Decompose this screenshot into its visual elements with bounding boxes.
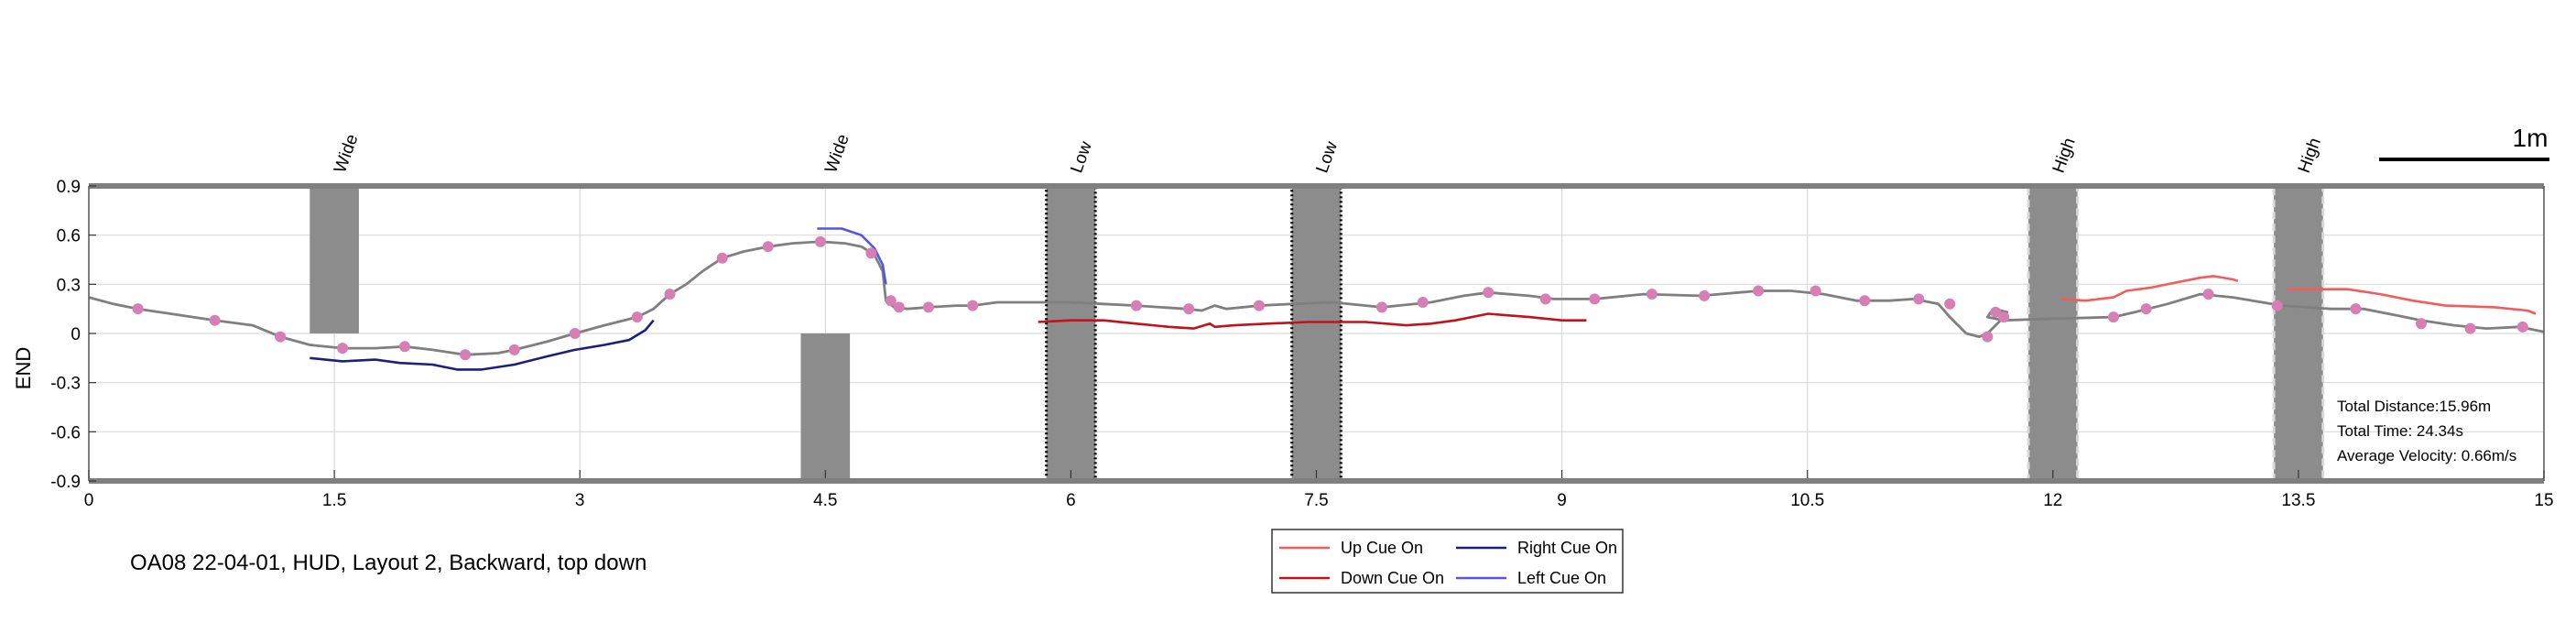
series-line-right-cue-on: [310, 319, 655, 371]
step-marker: [2350, 303, 2362, 315]
x-tick-label: 10.5: [1790, 491, 1824, 510]
obstacle-high: [2272, 184, 2325, 483]
series-line-up-cue-on: [2287, 288, 2537, 315]
step-marker: [2140, 303, 2152, 315]
step-marker: [1253, 300, 1265, 311]
legend-label-left-cue: Left Cue On: [1517, 569, 1606, 587]
scale-bar: 1m: [2379, 124, 2549, 161]
x-tick-label: 0: [84, 491, 94, 510]
total-distance: Total Distance:15.96m: [2337, 398, 2491, 415]
y-tick-label: 0.3: [57, 276, 81, 295]
step-marker: [1699, 289, 1711, 301]
obstacle-low: [1290, 184, 1342, 483]
y-tick-label: 0: [71, 325, 81, 344]
axis-ticks: 0 1.5 3 4.5 6 7.5 9 10.5 12 13.5 15 0.9 0.6 0.3 0 -0.3 -…: [50, 178, 2553, 510]
step-marker: [1859, 295, 1871, 307]
scale-bar-label: 1m: [2513, 124, 2549, 152]
x-tick-label: 3: [575, 491, 585, 510]
step-marker: [1483, 287, 1495, 299]
step-marker: [398, 341, 410, 353]
step-markers: [132, 235, 2528, 361]
step-marker: [2202, 289, 2214, 300]
step-marker: [1982, 331, 1994, 343]
legend: Up Cue On Right Cue On Down Cue On Left …: [1271, 529, 1624, 594]
x-tick-label: 7.5: [1304, 491, 1328, 510]
x-tick-label: 12: [2043, 491, 2062, 510]
step-marker: [1810, 285, 1821, 297]
step-marker: [1417, 297, 1429, 309]
series-line-left-cue-on: [817, 227, 887, 285]
y-tick-label: 0.6: [57, 227, 81, 246]
obstacle-wide: [800, 333, 851, 481]
step-marker: [337, 343, 349, 355]
x-tick-label: 15: [2534, 491, 2553, 510]
step-marker: [508, 344, 520, 355]
step-marker: [209, 314, 221, 326]
x-tick-label: 6: [1066, 491, 1076, 510]
y-tick-label: 0.9: [57, 178, 81, 197]
step-marker: [2107, 311, 2119, 323]
y-tick-label: -0.3: [50, 375, 81, 394]
step-marker: [132, 303, 144, 315]
step-marker: [1753, 285, 1765, 297]
x-tick-label: 13.5: [2281, 491, 2315, 510]
x-tick-label: 1.5: [322, 491, 346, 510]
step-marker: [2516, 321, 2528, 333]
step-marker: [1183, 303, 1195, 315]
step-marker: [2415, 318, 2427, 330]
step-marker: [1646, 289, 1658, 300]
step-marker: [2271, 300, 2283, 311]
step-marker: [1998, 311, 2010, 323]
y-axis-label: END: [12, 347, 35, 389]
step-marker: [2464, 322, 2476, 334]
step-marker: [460, 349, 472, 361]
legend-label-up-cue: Up Cue On: [1341, 539, 1423, 557]
cue-series: [310, 227, 2537, 371]
legend-box: [1271, 529, 1624, 594]
step-marker: [1130, 300, 1142, 311]
step-marker: [814, 235, 826, 247]
step-marker: [885, 295, 897, 307]
x-tick-label: 4.5: [813, 491, 837, 510]
step-marker: [1589, 293, 1601, 305]
step-marker: [1990, 306, 2002, 318]
obstacles: [310, 184, 2325, 483]
obstacle-wide: [310, 186, 359, 333]
step-marker: [1375, 301, 1387, 313]
step-marker: [762, 241, 774, 253]
legend-label-right-cue: Right Cue On: [1517, 539, 1617, 557]
y-tick-label: -0.6: [50, 423, 81, 442]
step-marker: [1539, 293, 1551, 305]
chart-title: OA08 22-04-01, HUD, Layout 2, Backward, …: [130, 551, 647, 575]
y-tick-label: -0.9: [50, 473, 81, 492]
obstacle-low: [1045, 184, 1097, 483]
step-marker: [569, 328, 581, 339]
step-marker: [275, 331, 287, 343]
step-marker: [664, 289, 676, 300]
average-velocity: Average Velocity: 0.66m/s: [2337, 447, 2516, 464]
step-marker: [1944, 298, 1956, 310]
step-marker: [1913, 293, 1925, 305]
obstacle-high: [2027, 184, 2080, 483]
frame-bottom: [89, 478, 2544, 484]
step-marker: [631, 311, 643, 323]
step-marker: [922, 301, 934, 313]
stats-box: Total Distance:15.96m Total Time: 24.34s…: [2337, 398, 2516, 464]
frame-top: [89, 183, 2544, 189]
step-marker: [893, 301, 905, 313]
series-line-up-cue-on: [2060, 275, 2239, 302]
x-tick-label: 9: [1557, 491, 1567, 510]
legend-label-down-cue: Down Cue On: [1341, 569, 1444, 587]
total-time: Total Time: 24.34s: [2337, 422, 2463, 440]
step-marker: [865, 247, 877, 259]
step-marker: [967, 300, 979, 311]
series-line-down-cue-on: [1038, 312, 1587, 330]
step-marker: [716, 252, 728, 264]
